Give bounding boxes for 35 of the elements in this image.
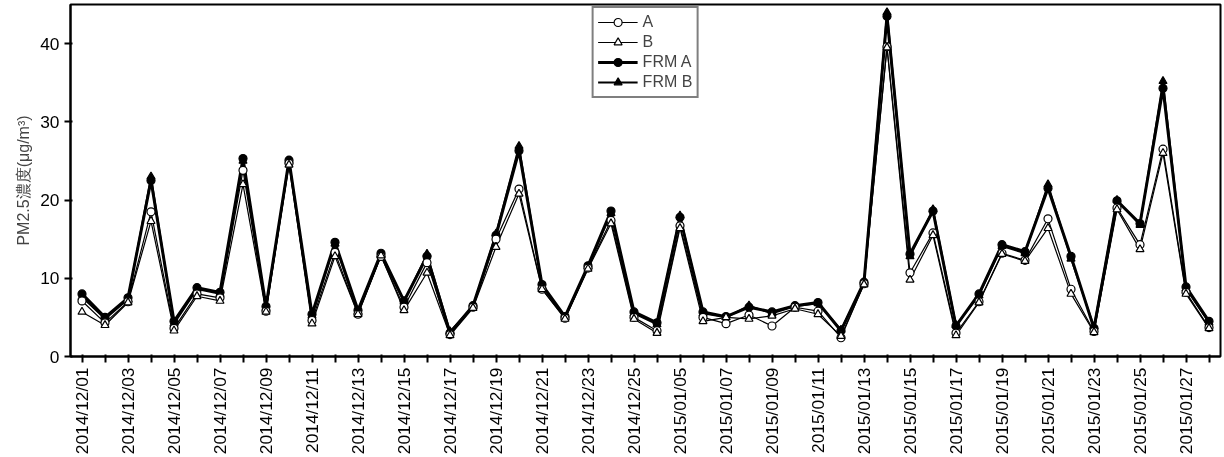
y-tick-label: 10 [40, 268, 60, 289]
x-tick-label: 2014/12/15 [394, 367, 414, 455]
x-tick-label: 2014/12/21 [532, 367, 552, 455]
x-tick-label: 2015/01/09 [762, 367, 782, 455]
x-tick-label: 2014/12/09 [256, 367, 276, 455]
x-tick-label: 2015/01/13 [854, 367, 874, 455]
x-tick-label: 2014/12/25 [624, 367, 644, 455]
x-tick-label: 2015/01/17 [946, 367, 966, 455]
legend-label: FRM A [642, 53, 692, 71]
x-tick-label: 2015/01/23 [1084, 367, 1104, 455]
x-tick-label: 2014/12/17 [440, 367, 460, 455]
x-tick-label: 2014/12/11 [302, 367, 322, 453]
x-tick-label: 2014/12/05 [164, 367, 184, 455]
legend-label: A [642, 13, 655, 31]
legend-label: FRM B [642, 73, 693, 91]
x-tick-label: 2014/12/23 [578, 367, 598, 455]
y-tick-label: 30 [40, 111, 60, 132]
x-tick-label: 2015/01/07 [716, 367, 736, 455]
y-tick-label: 20 [40, 190, 60, 211]
legend-label: B [642, 33, 655, 51]
x-tick-label: 2014/12/19 [486, 367, 506, 455]
y-axis-title: PM2.5濃度(μg/m³) [15, 115, 33, 246]
x-tick-label: 2015/01/21 [1038, 367, 1058, 455]
x-tick-label: 2014/12/07 [210, 367, 230, 455]
y-tick-label: 40 [40, 33, 60, 54]
x-tick-label: 2015/01/05 [670, 367, 690, 455]
x-tick-label: 2014/12/03 [118, 367, 138, 455]
x-tick-label: 2015/01/27 [1176, 367, 1196, 455]
y-tick-label: 0 [49, 346, 60, 367]
x-tick-label: 2015/01/25 [1130, 367, 1150, 455]
x-tick-label: 2014/12/13 [348, 367, 368, 455]
x-tick-label: 2014/12/01 [72, 367, 92, 455]
x-tick-label: 2015/01/11 [808, 367, 828, 453]
x-tick-label: 2015/01/19 [992, 367, 1012, 455]
x-tick-label: 2015/01/15 [900, 367, 920, 455]
